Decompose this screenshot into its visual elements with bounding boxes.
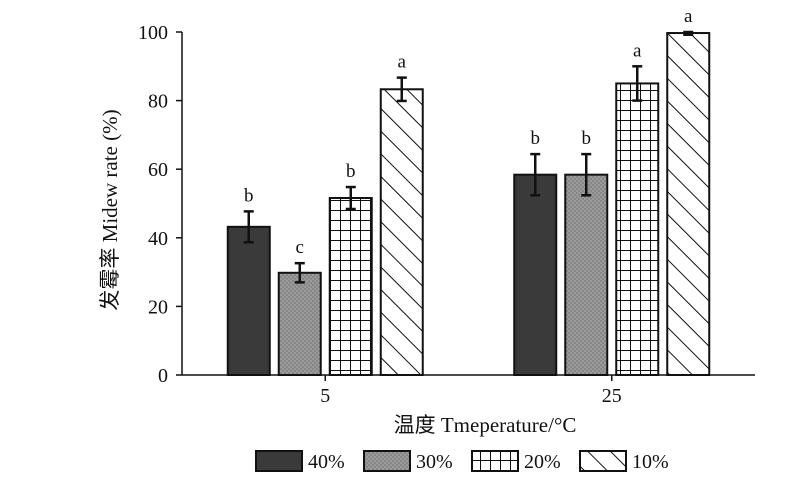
bar (379, 88, 424, 376)
significance-letter: b (531, 128, 541, 149)
legend-swatch (471, 450, 519, 472)
significance-letter: b (582, 128, 592, 149)
y-tick-label: 80 (148, 91, 168, 113)
legend-swatch (579, 450, 627, 472)
bars (226, 30, 711, 377)
significance-letter: a (398, 52, 407, 73)
bar (328, 197, 373, 376)
legend-swatch (255, 450, 303, 472)
y-tick-label: 60 (148, 159, 168, 181)
significance-letter: b (346, 161, 356, 182)
legend-swatch (363, 450, 411, 472)
legend: 40% 30% 20% 10% (255, 450, 669, 473)
y-tick-label: 0 (158, 365, 168, 387)
significance-letter: c (296, 237, 304, 258)
y-tick-label: 100 (138, 22, 168, 44)
x-tick-label: 5 (320, 385, 330, 407)
legend-label: 20% (524, 451, 561, 473)
x-tick-label: 25 (602, 385, 622, 407)
significance-letter: a (684, 6, 693, 27)
y-tick-label: 40 (148, 228, 168, 250)
legend-label: 30% (416, 451, 453, 473)
legend-label: 10% (632, 451, 669, 473)
significance-letter: a (633, 40, 642, 61)
legend-label: 40% (308, 451, 345, 473)
bar (666, 32, 711, 377)
bar (615, 82, 660, 376)
x-axis-label: 温度 Tmeperature/°C (394, 413, 577, 437)
bar (277, 271, 322, 377)
bar (513, 173, 558, 376)
y-tick-label: 20 (148, 296, 168, 318)
labels: b c b a b b a a (244, 6, 693, 258)
significance-letter: b (244, 185, 254, 206)
axes: 0 20 40 60 80 100 5 25 (138, 22, 755, 407)
bar (226, 225, 271, 376)
y-axis-label: 发霉率 Midew rate (%) (98, 109, 122, 310)
bar (564, 173, 609, 376)
